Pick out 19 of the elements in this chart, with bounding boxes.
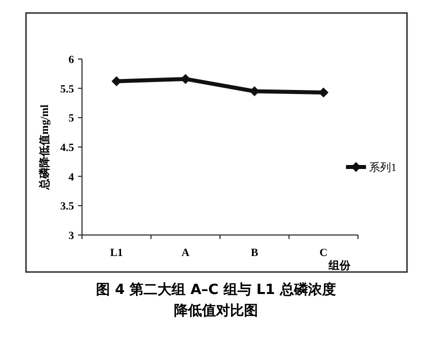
legend-label: 系列1 [369,161,396,174]
y-tick-label: 4.5 [60,142,74,154]
y-tick-label: 6 [68,54,74,66]
point [318,87,328,98]
x-tick-label: L1 [110,247,123,259]
x-tick-label: A [182,247,190,259]
point [250,86,260,96]
x-tick-label: C [320,247,328,259]
point [180,74,190,84]
y-tick-label: 3.5 [60,200,74,213]
text: 图 4 第二大组 A–C 组与 L1 总磷浓度降低值对比图 [96,280,336,321]
y-tick-label: 4 [68,171,74,184]
y-axis-title: 总磷降低值mg/ml [38,104,51,190]
y-tick-label: 3 [68,230,74,242]
x-axis-title: 组份 [328,259,352,272]
y-tick-label: 5.5 [60,83,74,96]
point [112,76,122,86]
x-tick-label: B [250,247,259,259]
y-tick-label: 5 [68,112,74,125]
